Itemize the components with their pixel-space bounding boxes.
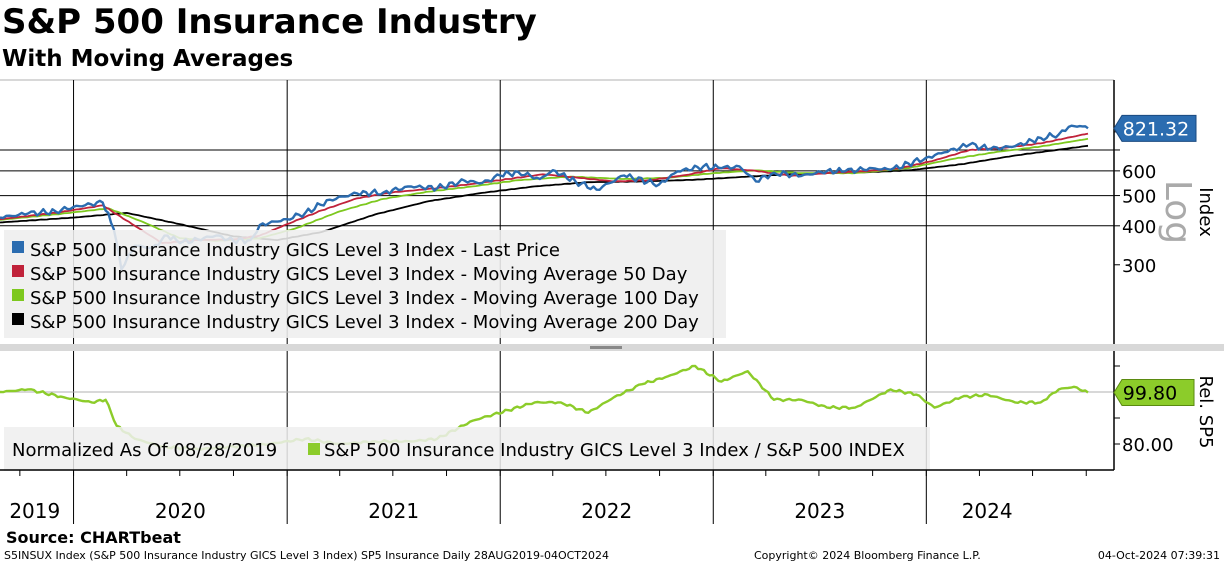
bottom-legend: Normalized As Of 08/28/2019 S&P 500 Insu… (4, 427, 930, 471)
last-price-badge: 821.32 (1113, 114, 1197, 142)
legend-swatch-relative (308, 443, 320, 455)
x-axis-ticks (19, 470, 1087, 476)
panel-divider-handle[interactable] (590, 346, 622, 349)
legend-swatch-ma100 (12, 289, 24, 301)
legend-normalized-label: Normalized As Of 08/28/2019 (12, 440, 277, 461)
y-axis-label-index: Index (1195, 187, 1216, 237)
page-title: S&P 500 Insurance Industry (2, 2, 537, 42)
relative-badge: 99.80 (1113, 379, 1195, 407)
y-tick-label-400: 400 (1122, 217, 1156, 238)
series-ma200 (0, 144, 1089, 241)
top-legend: S&P 500 Insurance Industry GICS Level 3 … (4, 230, 726, 338)
source-note: Source: CHARTbeat (6, 528, 181, 547)
y-tick-label-500: 500 (1122, 187, 1156, 208)
year-label-2023: 2023 (794, 499, 845, 523)
top-panel-grid (0, 149, 1114, 227)
legend-swatch-ma50 (12, 265, 24, 277)
y-tick-label-80.00: 80.00 (1122, 435, 1174, 456)
page-subtitle: With Moving Averages (2, 46, 294, 72)
legend-label-ma100: S&P 500 Insurance Industry GICS Level 3 … (30, 288, 699, 309)
footer-timestamp: 04-Oct-2024 07:39:31 (1097, 549, 1220, 562)
year-label-2022: 2022 (581, 499, 632, 523)
footer-security-info: S5INSUX Index (S&P 500 Insurance Industr… (4, 549, 610, 562)
y-tick-label-600: 600 (1122, 162, 1156, 183)
footer-copyright: Copyright© 2024 Bloomberg Finance L.P. (754, 549, 981, 562)
legend-swatch-last-price (12, 241, 24, 253)
relative-value: 99.80 (1123, 383, 1177, 405)
y-axis-label-relative: Rel. SP5 (1195, 376, 1216, 449)
legend-label-ma50: S&P 500 Insurance Industry GICS Level 3 … (30, 264, 688, 285)
year-label-2021: 2021 (368, 499, 419, 523)
top-panel-tick-labels: 300 400 500 600 (1114, 131, 1156, 277)
legend-swatch-ma200 (12, 313, 24, 325)
year-label-2019: 2019 (9, 499, 60, 523)
x-axis-year-labels: 2019 2020 2021 2022 2023 2024 (9, 499, 1012, 523)
year-label-2020: 2020 (155, 499, 206, 523)
log-scale-label: Log (1157, 180, 1198, 244)
legend-label-relative: S&P 500 Insurance Industry GICS Level 3 … (324, 440, 905, 461)
year-label-2024: 2024 (962, 499, 1013, 523)
legend-label-ma200: S&P 500 Insurance Industry GICS Level 3 … (30, 312, 699, 333)
y-tick-label-300: 300 (1122, 256, 1156, 277)
legend-label-last-price: S&P 500 Insurance Industry GICS Level 3 … (30, 240, 560, 261)
last-price-value: 821.32 (1123, 118, 1189, 140)
